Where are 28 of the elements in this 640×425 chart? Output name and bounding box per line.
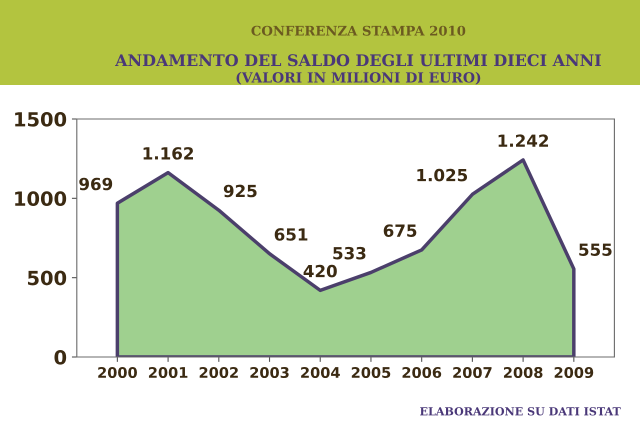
- data-label: 651: [274, 228, 308, 241]
- x-tick-label: 2005: [352, 366, 390, 378]
- y-tick-label: 1500: [15, 112, 66, 127]
- chart-title: ANDAMENTO DEL SALDO DEGLI ULTIMI DIECI ANNI: [115, 54, 601, 66]
- data-label: 969: [79, 178, 112, 190]
- x-tick-label: 2004: [301, 366, 340, 378]
- x-tick-label: 2009: [554, 366, 594, 378]
- x-tick-label: 2001: [148, 366, 188, 378]
- data-label: 675: [384, 224, 416, 237]
- x-tick-label: 2002: [200, 366, 238, 378]
- chart-subtitle: (VALORI IN MILIONI DI EURO): [236, 72, 480, 85]
- x-tick-label: 2003: [250, 366, 289, 378]
- x-tick-label: 2007: [453, 366, 492, 378]
- data-label: 1.242: [498, 134, 548, 147]
- text: CONFERENZA STAMPA 2010: [251, 26, 466, 36]
- data-label: 420: [304, 264, 337, 278]
- x-tick-label: 2000: [98, 366, 137, 378]
- y-tick-label: 1000: [15, 191, 66, 206]
- data-label: 1.162: [144, 147, 193, 160]
- y-tick-label: 500: [28, 270, 66, 286]
- data-label: 533: [333, 246, 366, 260]
- y-tick-label: 0: [54, 350, 66, 365]
- data-label: 925: [224, 184, 257, 198]
- x-tick-label: 2006: [402, 366, 442, 378]
- data-label: 1.025: [417, 168, 468, 182]
- data-label: 555: [579, 244, 612, 256]
- x-tick-label: 2008: [504, 366, 542, 378]
- text: ELABORAZIONE SU DATI ISTAT: [420, 407, 621, 416]
